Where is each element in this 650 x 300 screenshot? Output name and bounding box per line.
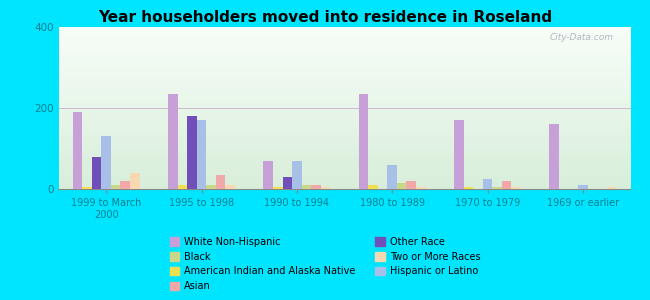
- Bar: [92, 157, 101, 189]
- Bar: [177, 185, 187, 189]
- Bar: [101, 136, 111, 189]
- Bar: [549, 124, 559, 189]
- Bar: [273, 187, 283, 189]
- Bar: [83, 187, 92, 189]
- Bar: [206, 185, 216, 189]
- Bar: [263, 161, 273, 189]
- Bar: [197, 120, 206, 189]
- Legend: White Non-Hispanic, Black, American Indian and Alaska Native, Asian, Other Race,: White Non-Hispanic, Black, American Indi…: [166, 233, 484, 295]
- Bar: [502, 181, 512, 189]
- Bar: [406, 181, 416, 189]
- Bar: [283, 177, 292, 189]
- Bar: [111, 185, 120, 189]
- Bar: [397, 183, 406, 189]
- Bar: [130, 173, 140, 189]
- Bar: [226, 185, 235, 189]
- Bar: [359, 94, 369, 189]
- Bar: [320, 187, 330, 189]
- Bar: [416, 187, 426, 189]
- Bar: [454, 120, 463, 189]
- Bar: [578, 185, 588, 189]
- Bar: [512, 187, 521, 189]
- Bar: [73, 112, 83, 189]
- Bar: [311, 185, 320, 189]
- Bar: [492, 187, 502, 189]
- Bar: [463, 187, 473, 189]
- Bar: [302, 185, 311, 189]
- Bar: [483, 179, 492, 189]
- Text: City-Data.com: City-Data.com: [549, 34, 614, 43]
- Bar: [387, 165, 397, 189]
- Bar: [168, 94, 177, 189]
- Bar: [187, 116, 197, 189]
- Bar: [606, 187, 616, 189]
- Bar: [292, 161, 302, 189]
- Bar: [120, 181, 130, 189]
- Bar: [369, 185, 378, 189]
- Text: Year householders moved into residence in Roseland: Year householders moved into residence i…: [98, 11, 552, 26]
- Bar: [216, 175, 226, 189]
